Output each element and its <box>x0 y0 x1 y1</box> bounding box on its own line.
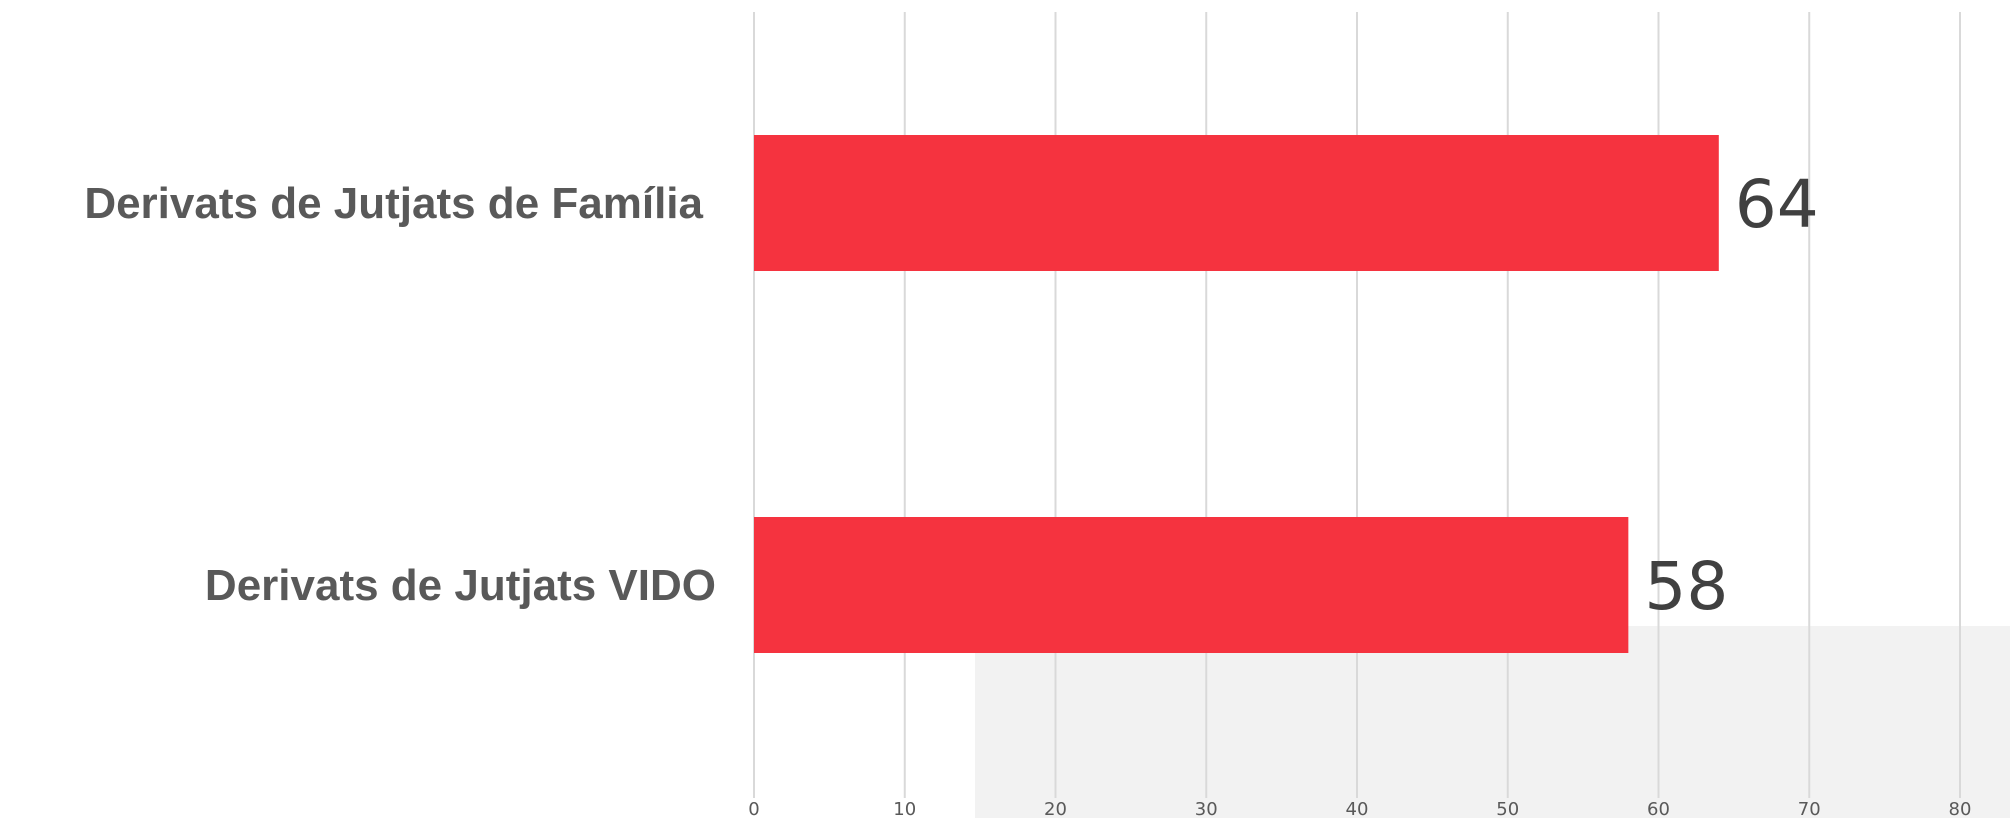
bar <box>754 135 1719 271</box>
data-label: 64 <box>1735 166 1819 243</box>
category-labels: Derivats de Jutjats de Família Derivats d… <box>84 179 716 610</box>
bars <box>754 135 1719 653</box>
x-tick-label: 40 <box>1346 799 1369 818</box>
x-tick-label: 50 <box>1496 799 1519 818</box>
data-labels: 64 58 <box>1644 166 1818 625</box>
x-tick-label: 20 <box>1044 799 1067 818</box>
x-tick-label: 80 <box>1949 799 1972 818</box>
bar <box>754 517 1629 653</box>
x-tick-label: 0 <box>748 799 759 818</box>
background-panel <box>975 626 2010 818</box>
x-tick-label: 60 <box>1647 799 1670 818</box>
data-label: 58 <box>1644 548 1728 625</box>
x-tick-label: 70 <box>1798 799 1821 818</box>
x-tick-label: 30 <box>1195 799 1218 818</box>
x-axis-ticks: 0 10 20 30 40 50 60 70 80 <box>748 799 1971 818</box>
x-tick-label: 10 <box>893 799 916 818</box>
category-label: Derivats de Jutjats VIDO <box>205 561 716 610</box>
category-label: Derivats de Jutjats de Família <box>84 179 703 228</box>
